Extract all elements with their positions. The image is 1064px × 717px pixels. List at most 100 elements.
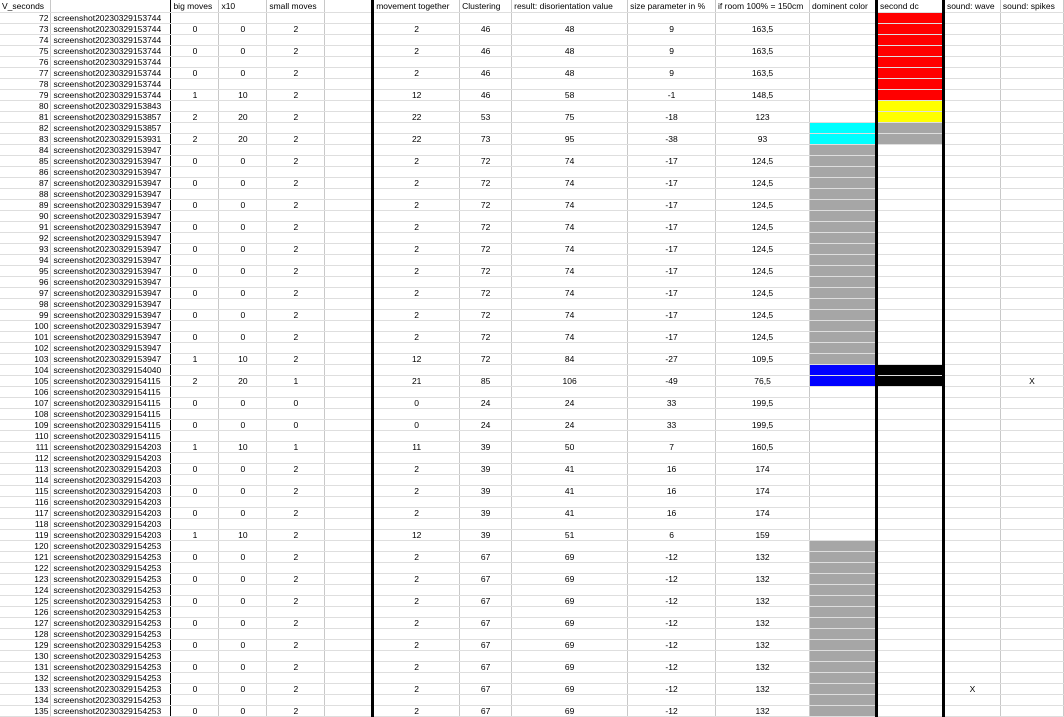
cell-dominent-color[interactable]	[809, 122, 879, 134]
cell-room-size[interactable]	[715, 650, 811, 662]
cell-clustering[interactable]: 72	[459, 353, 513, 365]
cell-empty[interactable]	[324, 122, 374, 134]
cell-x10[interactable]: 0	[218, 155, 268, 167]
cell-second-dc[interactable]	[876, 540, 945, 552]
header-screenshot[interactable]	[50, 0, 172, 13]
cell-small-moves[interactable]: 2	[266, 89, 326, 101]
cell-sound-spikes[interactable]	[1000, 331, 1064, 343]
cell-sound-spikes[interactable]	[1000, 221, 1064, 233]
cell-clustering[interactable]: 72	[459, 287, 513, 299]
cell-dominent-color[interactable]	[809, 320, 879, 332]
cell-disorientation-value[interactable]	[511, 650, 629, 662]
cell-screenshot-name[interactable]: screenshot20230329153843	[50, 100, 172, 112]
header-big-moves[interactable]: big moves	[170, 0, 220, 13]
cell-big-moves[interactable]: 0	[170, 595, 220, 607]
cell-screenshot-name[interactable]: screenshot20230329153947	[50, 188, 172, 200]
cell-dominent-color[interactable]	[809, 232, 879, 244]
cell-movement-together[interactable]	[371, 628, 461, 640]
cell-room-size[interactable]: 132	[715, 661, 811, 673]
cell-second-dc[interactable]	[876, 100, 945, 112]
cell-big-moves[interactable]	[170, 496, 220, 508]
cell-dominent-color[interactable]	[809, 221, 879, 233]
cell-screenshot-name[interactable]: screenshot20230329154203	[50, 452, 172, 464]
cell-clustering[interactable]: 39	[459, 507, 513, 519]
cell-movement-together[interactable]: 2	[371, 507, 461, 519]
cell-empty[interactable]	[324, 265, 374, 277]
cell-sound-spikes[interactable]: X	[1000, 375, 1064, 387]
cell-clustering[interactable]: 46	[459, 67, 513, 79]
cell-disorientation-value[interactable]	[511, 210, 629, 222]
row-index[interactable]: 119	[0, 529, 52, 541]
cell-x10[interactable]: 0	[218, 595, 268, 607]
cell-sound-spikes[interactable]	[1000, 683, 1064, 695]
cell-movement-together[interactable]	[371, 430, 461, 442]
cell-size-parameter[interactable]: -12	[627, 705, 717, 717]
cell-size-parameter[interactable]: 6	[627, 529, 717, 541]
cell-x10[interactable]	[218, 628, 268, 640]
cell-movement-together[interactable]	[371, 276, 461, 288]
row-index[interactable]: 121	[0, 551, 52, 563]
cell-big-moves[interactable]	[170, 584, 220, 596]
cell-clustering[interactable]	[459, 496, 513, 508]
cell-screenshot-name[interactable]: screenshot20230329154203	[50, 518, 172, 530]
cell-disorientation-value[interactable]: 24	[511, 419, 629, 431]
cell-clustering[interactable]: 85	[459, 375, 513, 387]
cell-big-moves[interactable]	[170, 34, 220, 46]
cell-screenshot-name[interactable]: screenshot20230329154115	[50, 386, 172, 398]
cell-movement-together[interactable]	[371, 342, 461, 354]
cell-clustering[interactable]	[459, 408, 513, 420]
cell-screenshot-name[interactable]: screenshot20230329154253	[50, 705, 172, 717]
row-index[interactable]: 94	[0, 254, 52, 266]
cell-big-moves[interactable]: 0	[170, 397, 220, 409]
cell-room-size[interactable]	[715, 12, 811, 24]
cell-clustering[interactable]: 39	[459, 441, 513, 453]
cell-second-dc[interactable]	[876, 562, 945, 574]
cell-screenshot-name[interactable]: screenshot20230329153947	[50, 144, 172, 156]
cell-empty[interactable]	[324, 683, 374, 695]
cell-screenshot-name[interactable]: screenshot20230329154253	[50, 606, 172, 618]
cell-movement-together[interactable]	[371, 166, 461, 178]
cell-disorientation-value[interactable]	[511, 232, 629, 244]
cell-screenshot-name[interactable]: screenshot20230329153947	[50, 243, 172, 255]
cell-disorientation-value[interactable]	[511, 342, 629, 354]
cell-sound-wave[interactable]	[943, 628, 1001, 640]
row-index[interactable]: 78	[0, 78, 52, 90]
cell-empty[interactable]	[324, 507, 374, 519]
cell-screenshot-name[interactable]: screenshot20230329154115	[50, 408, 172, 420]
row-index[interactable]: 131	[0, 661, 52, 673]
cell-x10[interactable]: 10	[218, 89, 268, 101]
cell-room-size[interactable]	[715, 496, 811, 508]
cell-room-size[interactable]	[715, 34, 811, 46]
cell-sound-spikes[interactable]	[1000, 364, 1064, 376]
cell-dominent-color[interactable]	[809, 441, 879, 453]
cell-big-moves[interactable]: 0	[170, 331, 220, 343]
cell-sound-wave[interactable]	[943, 56, 1001, 68]
cell-size-parameter[interactable]	[627, 34, 717, 46]
cell-screenshot-name[interactable]: screenshot20230329153947	[50, 254, 172, 266]
cell-dominent-color[interactable]	[809, 650, 879, 662]
cell-dominent-color[interactable]	[809, 672, 879, 684]
cell-sound-spikes[interactable]	[1000, 353, 1064, 365]
cell-movement-together[interactable]	[371, 452, 461, 464]
cell-empty[interactable]	[324, 56, 374, 68]
cell-sound-spikes[interactable]	[1000, 639, 1064, 651]
cell-movement-together[interactable]: 2	[371, 243, 461, 255]
cell-small-moves[interactable]: 2	[266, 595, 326, 607]
cell-second-dc[interactable]	[876, 89, 945, 101]
cell-sound-spikes[interactable]	[1000, 111, 1064, 123]
cell-movement-together[interactable]: 11	[371, 441, 461, 453]
row-index[interactable]: 113	[0, 463, 52, 475]
cell-big-moves[interactable]	[170, 320, 220, 332]
cell-small-moves[interactable]	[266, 364, 326, 376]
cell-empty[interactable]	[324, 573, 374, 585]
cell-clustering[interactable]	[459, 232, 513, 244]
cell-sound-spikes[interactable]	[1000, 320, 1064, 332]
cell-big-moves[interactable]	[170, 342, 220, 354]
cell-second-dc[interactable]	[876, 12, 945, 24]
cell-room-size[interactable]: 132	[715, 683, 811, 695]
cell-size-parameter[interactable]	[627, 188, 717, 200]
cell-sound-spikes[interactable]	[1000, 507, 1064, 519]
cell-movement-together[interactable]	[371, 298, 461, 310]
cell-dominent-color[interactable]	[809, 254, 879, 266]
cell-small-moves[interactable]: 2	[266, 221, 326, 233]
